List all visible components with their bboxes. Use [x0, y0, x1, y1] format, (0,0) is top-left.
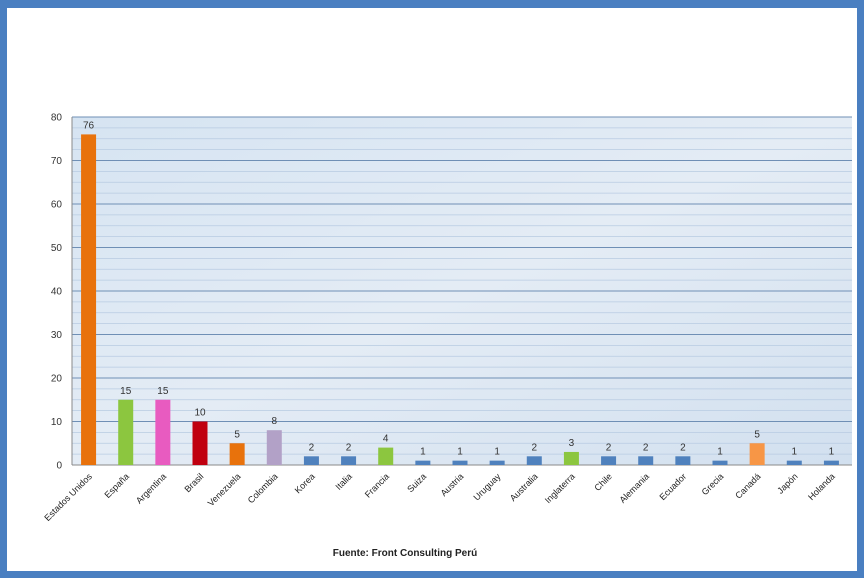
- bar: [81, 134, 97, 465]
- data-label: 1: [829, 447, 835, 458]
- bar: [155, 399, 171, 465]
- x-tick-label: Francia: [363, 471, 391, 499]
- bar: [823, 460, 839, 465]
- x-tick-label: Grecia: [700, 471, 726, 497]
- y-tick-label: 70: [51, 156, 63, 167]
- data-label: 3: [569, 438, 575, 449]
- data-label: 1: [717, 447, 723, 458]
- y-tick-label: 40: [51, 287, 63, 298]
- bar: [229, 443, 245, 465]
- data-label: 1: [457, 447, 463, 458]
- data-label: 5: [234, 429, 240, 440]
- bar: [601, 456, 617, 465]
- x-tick-label: Ecuador: [657, 471, 688, 502]
- x-tick-label: Holanda: [806, 471, 837, 502]
- bar: [303, 456, 319, 465]
- data-label: 15: [120, 386, 132, 397]
- x-tick-label: Korea: [293, 471, 317, 495]
- y-tick-label: 60: [51, 200, 63, 211]
- bar: [341, 456, 357, 465]
- bar: [192, 421, 208, 465]
- data-label: 4: [383, 434, 389, 445]
- x-tick-label: Venezuela: [206, 471, 243, 508]
- data-label: 76: [83, 120, 95, 131]
- bar: [415, 460, 431, 465]
- data-label: 2: [309, 442, 315, 453]
- bar: [786, 460, 802, 465]
- gridlines: [72, 116, 852, 455]
- x-tick-label: Estados Unidos: [42, 471, 94, 523]
- x-tick-label: España: [102, 471, 131, 500]
- data-label: 2: [680, 442, 686, 453]
- bar: [266, 430, 282, 465]
- bars: [81, 134, 839, 465]
- data-label: 1: [494, 447, 500, 458]
- x-tick-label: Inglaterra: [543, 471, 577, 505]
- data-label: 15: [157, 386, 169, 397]
- bar: [526, 456, 542, 465]
- x-tick-label: Canadá: [733, 471, 762, 500]
- x-tick-label: Alemania: [618, 471, 652, 505]
- bar: [452, 460, 468, 465]
- bar: [712, 460, 728, 465]
- data-label: 2: [346, 442, 352, 453]
- data-label: 1: [420, 447, 426, 458]
- x-tick-label: Austria: [439, 471, 466, 498]
- data-label: 2: [532, 442, 538, 453]
- y-tick-label: 0: [56, 461, 62, 472]
- data-label: 2: [606, 442, 612, 453]
- x-tick-label: Suiza: [405, 471, 428, 494]
- data-label: 8: [272, 416, 278, 427]
- x-tick-label: Argentina: [134, 471, 168, 505]
- y-tick-label: 10: [51, 417, 63, 428]
- y-tick-label: 80: [51, 113, 63, 124]
- x-tick-label: Brasil: [182, 471, 205, 494]
- x-tick-label: Australia: [508, 471, 540, 503]
- bar: [489, 460, 505, 465]
- y-tick-label: 30: [51, 330, 63, 341]
- data-label: 1: [792, 447, 798, 458]
- x-tick-label: Italia: [333, 471, 354, 492]
- x-tick-label: Japón: [775, 471, 799, 495]
- data-label: 5: [754, 429, 760, 440]
- bar: [638, 456, 654, 465]
- y-axis-ticks: 0 10 20 30 40 50 60 70 80: [51, 113, 63, 472]
- x-tick-label: Colombia: [246, 471, 280, 505]
- bar: [563, 451, 579, 465]
- y-tick-label: 50: [51, 243, 63, 254]
- bar: [749, 443, 765, 465]
- x-tick-label: Chile: [592, 471, 614, 493]
- data-label: 10: [194, 408, 206, 419]
- bar: [378, 447, 394, 465]
- x-tick-label: Uruguay: [471, 471, 502, 502]
- bar: [675, 456, 691, 465]
- source-note: Fuente: Front Consulting Perú: [333, 548, 477, 559]
- y-tick-label: 20: [51, 374, 63, 385]
- x-axis-categories: Estados Unidos España Argentina Brasil Venez…: [42, 471, 837, 523]
- bar: [118, 399, 134, 465]
- data-label: 2: [643, 442, 649, 453]
